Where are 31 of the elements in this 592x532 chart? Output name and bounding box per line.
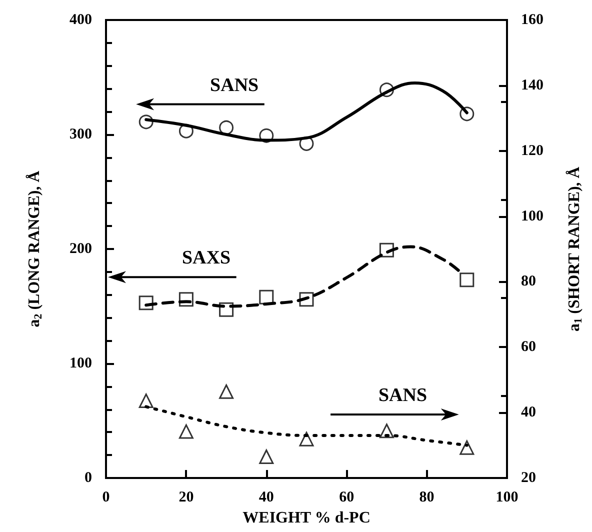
y-tick-label: 100 [70,356,92,372]
point [178,424,194,439]
annotation: SAXS [182,248,231,269]
y2-tick-label: 120 [521,142,544,159]
x-tick-label: 80 [419,490,434,506]
y2-tick-label: 140 [521,77,544,94]
y2-tick-label: 100 [521,208,544,224]
y2-tick-label: 40 [521,404,536,421]
y-axis-title: a2 (LONG RANGE), Å [25,170,44,328]
annotation: SANS [210,74,259,96]
y-tick-label: 200 [70,241,92,257]
x-tick-label: 40 [258,490,274,506]
y2-tick-label: 20 [521,470,536,486]
point [219,384,234,399]
y2-tick-label: 80 [521,274,536,290]
y-tick-label: 400 [70,12,92,28]
y-tick-label: 300 [70,126,92,142]
annotation: SANS [378,385,428,406]
y2-tick-label: 60 [521,339,536,356]
x-tick-label: 0 [102,490,110,506]
point [259,449,274,464]
y2-tick-label: 160 [521,12,544,28]
y-tick-label: 0 [84,470,92,486]
x-axis-title: WEIGHT % d-PC [242,510,370,526]
y2-axis-title: a1 (SHORT RANGE), Å [565,166,584,332]
x-tick-label: 100 [496,490,518,506]
point [219,120,234,135]
point [259,290,274,304]
point [460,272,474,288]
x-tick-label: 20 [178,490,194,506]
x-tick-label: 60 [339,490,354,506]
